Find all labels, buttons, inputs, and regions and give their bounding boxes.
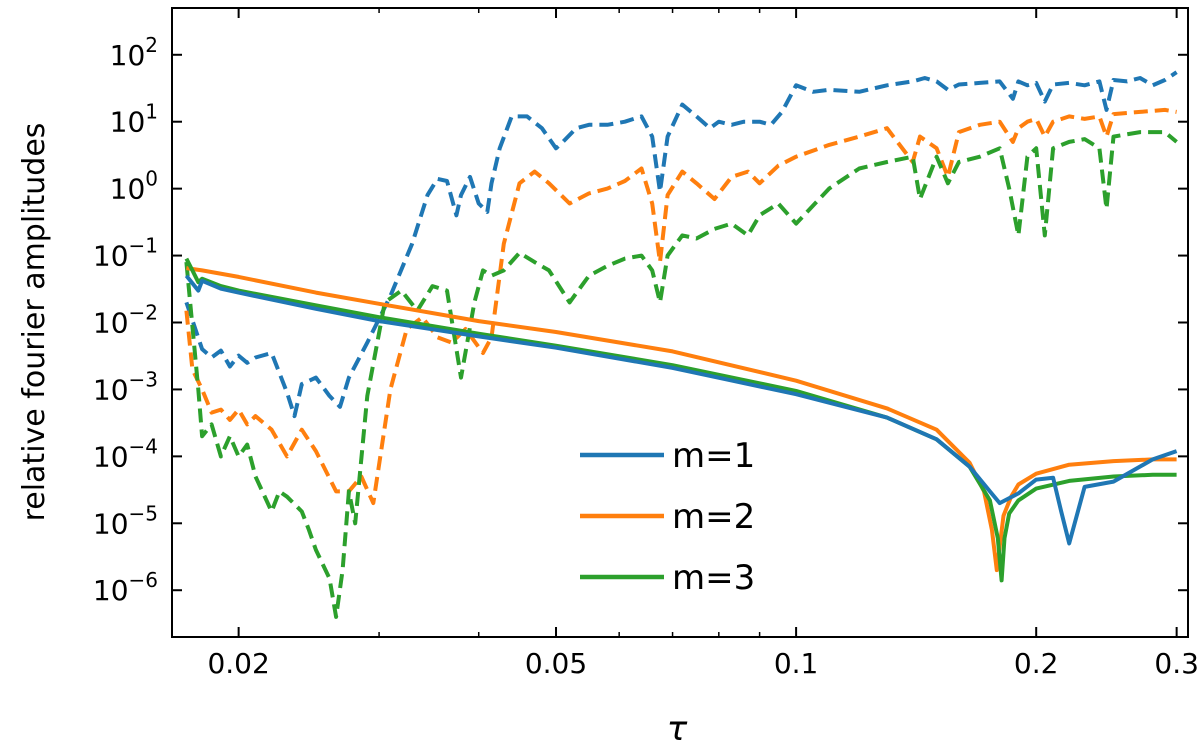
legend-label-m3: m=3: [672, 558, 755, 598]
x-tick-label: 0.3: [1154, 647, 1199, 680]
y-tick-label: 10−2: [93, 301, 158, 340]
series-line-m-1-solid: [184, 274, 1178, 546]
series-line-m-2-dashed: [184, 107, 1177, 506]
x-tick-label: 0.2: [1014, 647, 1059, 680]
x-tick-label: 0.05: [525, 647, 587, 680]
series-line-m-3-dashed: [184, 130, 1178, 619]
ticks-layer: [172, 8, 1188, 637]
series-layer: [184, 70, 1178, 619]
legend-label-m1: m=1: [672, 436, 755, 476]
x-axis-label: τ: [667, 709, 688, 748]
x-tick-label: 0.1: [774, 647, 819, 680]
legend: m=1 m=2 m=3: [580, 436, 755, 598]
y-tick-label: 10−4: [93, 434, 158, 473]
legend-label-m2: m=2: [672, 497, 755, 537]
y-tick-label: 10−6: [93, 568, 158, 607]
y-axis-label: relative fourier amplitudes: [17, 123, 52, 522]
series-line-m-1-dashed: [184, 70, 1178, 419]
x-tick-label: 0.02: [207, 647, 269, 680]
